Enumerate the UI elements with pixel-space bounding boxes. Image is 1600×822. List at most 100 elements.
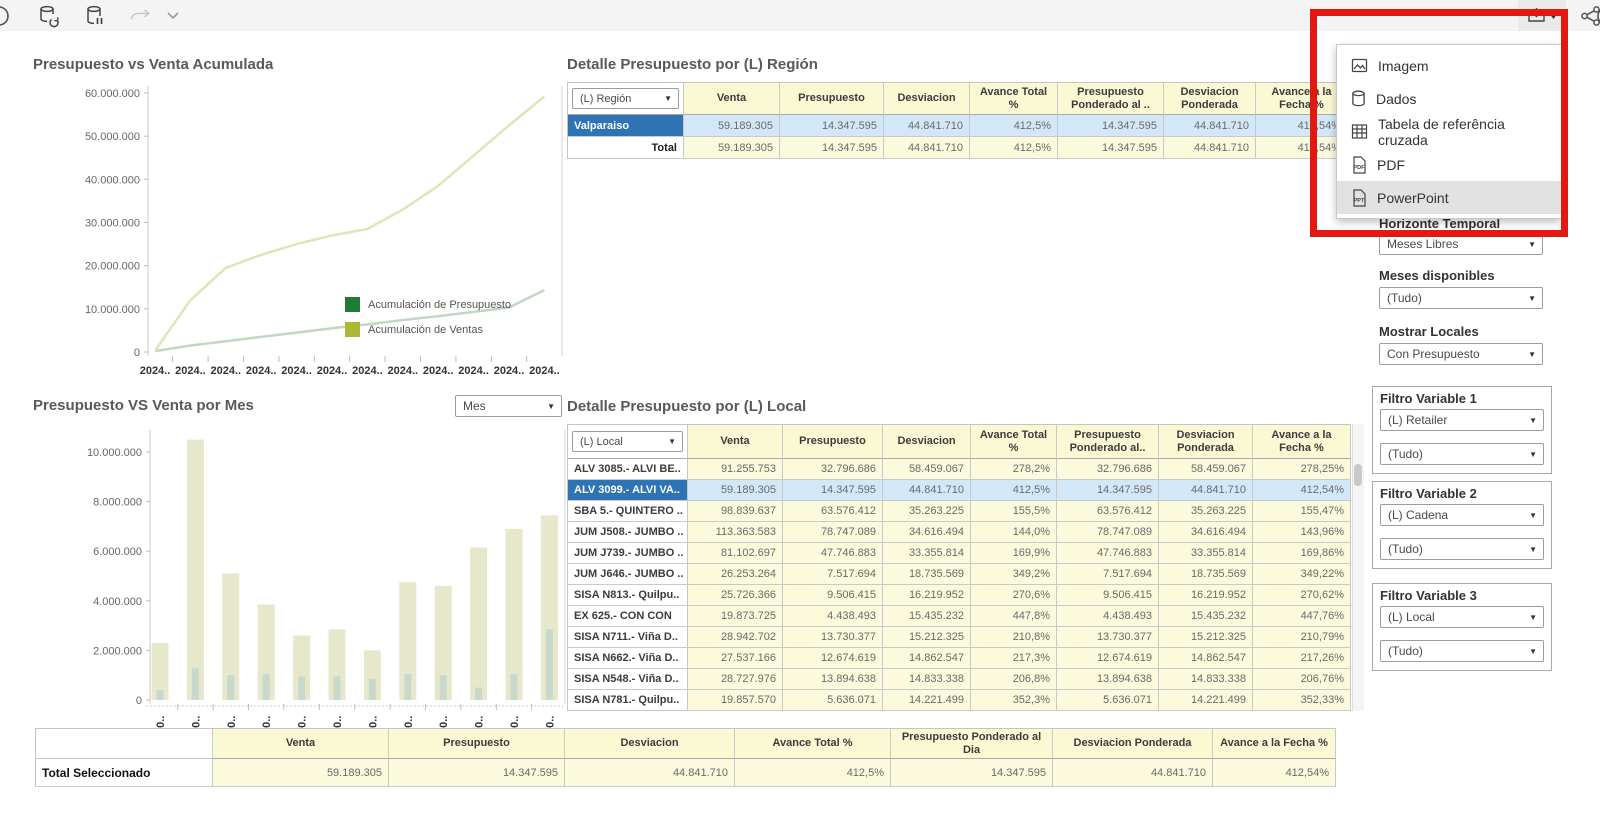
export-download-icon	[1527, 8, 1545, 22]
filter-value-select[interactable]: (Tudo) ▼	[1380, 443, 1544, 465]
value-cell: 33.355.814	[1159, 543, 1253, 564]
row-label: JUM J739.- JUMBO ..	[568, 543, 688, 564]
filter-variable-label: Filtro Variable 1	[1380, 391, 1477, 406]
y-tick-label: 30.000.000	[85, 218, 140, 230]
value-cell: 58.459.067	[1159, 459, 1253, 480]
value-cell: 15.212.325	[1159, 627, 1253, 648]
chevron-down-icon: ▼	[1529, 415, 1537, 425]
bar-presupuesto	[156, 690, 164, 700]
table-row[interactable]: ALV 3099.- ALVI VA.. 59.189.305 14.347.595…	[568, 480, 1351, 501]
value-cell: 18.735.569	[1159, 564, 1253, 585]
local-table-dimension-select[interactable]: (L) Local ▼	[572, 431, 683, 452]
clock-icon[interactable]	[1594, 3, 1600, 29]
table-row[interactable]: SBA 5.- QUINTERO .. 98.839.637 63.576.412 3…	[568, 501, 1351, 522]
value-cell: 63.576.412	[783, 501, 883, 522]
local-table-scrollbar[interactable]	[1352, 424, 1364, 711]
bar-chart-dimension-select[interactable]: Mes ▼	[455, 395, 562, 417]
value-cell: 27.537.166	[688, 648, 783, 669]
redo-icon[interactable]	[128, 3, 154, 29]
export-menu-item-tabela-de-refer-ncia-cruzada[interactable]: Tabela de referência cruzada	[1337, 115, 1561, 148]
database-status-icon[interactable]	[82, 3, 108, 29]
refresh-icon[interactable]	[0, 3, 12, 29]
mostrar-locales-select[interactable]: Con Presupuesto ▼	[1379, 343, 1543, 365]
filter-value-value: (Tudo)	[1388, 447, 1423, 461]
table-row[interactable]: SISA N548.- Viña D.. 28.727.976 13.894.638…	[568, 669, 1351, 690]
column-header: Desviacion	[884, 83, 970, 115]
value-cell: 278,25%	[1253, 459, 1351, 480]
value-cell: 7.517.694	[783, 564, 883, 585]
table-row[interactable]: Total Seleccionado 59.189.305 14.347.595 44…	[36, 759, 1336, 787]
table-row[interactable]: JUM J508.- JUMBO .. 113.363.583 78.747.089…	[568, 522, 1351, 543]
row-label: SISA N781.- Quilpu..	[568, 690, 688, 711]
horizonte-temporal-value: Meses Libres	[1387, 237, 1459, 251]
value-cell: 4.438.493	[1057, 606, 1159, 627]
region-table-dimension-cell: (L) Región ▼	[568, 83, 684, 115]
region-table-dimension-select[interactable]: (L) Región ▼	[572, 88, 679, 109]
chevron-down-icon: ▼	[1528, 293, 1536, 303]
column-header: Presupuesto	[780, 83, 884, 115]
export-menu-item-imagem[interactable]: Imagem	[1337, 49, 1561, 82]
legend-label-ventas: Acumulación de Ventas	[368, 323, 483, 336]
table-row[interactable]: JUM J646.- JUMBO .. 26.253.264 7.517.694 18…	[568, 564, 1351, 585]
value-cell: 47.746.883	[783, 543, 883, 564]
value-cell: 206,76%	[1253, 669, 1351, 690]
export-menu: Imagem Dados Tabela de referência cruzada P…	[1336, 44, 1562, 219]
region-table-dimension-value: (L) Región	[580, 92, 632, 105]
y-tick-label: 6.000.000	[93, 546, 142, 558]
table-row[interactable]: Valparaiso 59.189.305 14.347.595 44.841.710…	[568, 115, 1348, 137]
table-row[interactable]: SISA N781.- Quilpu.. 19.857.570 5.636.071 1…	[568, 690, 1351, 711]
meses-disponibles-select[interactable]: (Tudo) ▼	[1379, 287, 1543, 309]
table-row[interactable]: ALV 3085.- ALVI BE.. 91.255.753 32.796.686…	[568, 459, 1351, 480]
row-label: SISA N548.- Viña D..	[568, 669, 688, 690]
filter-dimension-value: (L) Cadena	[1388, 508, 1449, 522]
crosstab-icon	[1351, 123, 1368, 140]
export-menu-item-pdf[interactable]: PDF PDF	[1337, 148, 1561, 181]
chevron-down-icon: ▼	[664, 94, 672, 103]
filter-value-select[interactable]: (Tudo) ▼	[1380, 538, 1544, 560]
table-row[interactable]: EX 625.- CON CON 19.873.725 4.438.493 15.43…	[568, 606, 1351, 627]
export-menu-item-dados[interactable]: Dados	[1337, 82, 1561, 115]
value-cell: 144,0%	[971, 522, 1057, 543]
bar-presupuesto	[475, 687, 483, 700]
filter-value-select[interactable]: (Tudo) ▼	[1380, 640, 1544, 662]
column-header: Presupuesto	[389, 729, 565, 759]
export-button[interactable]	[1518, 0, 1566, 31]
export-menu-item-powerpoint[interactable]: PPT PowerPoint	[1337, 181, 1561, 214]
export-menu-item-label: Imagem	[1378, 57, 1429, 74]
table-row[interactable]: Total 59.189.305 14.347.595 44.841.710 412,5…	[568, 137, 1348, 159]
region-table-title: Detalle Presupuesto por (L) Región	[567, 56, 818, 73]
filter-dimension-select[interactable]: (L) Local ▼	[1380, 606, 1544, 628]
filter-dimension-select[interactable]: (L) Retailer ▼	[1380, 409, 1544, 431]
table-row[interactable]: JUM J739.- JUMBO .. 81.102.697 47.746.883 3…	[568, 543, 1351, 564]
value-cell: 169,86%	[1253, 543, 1351, 564]
value-cell: 44.841.710	[1164, 115, 1256, 137]
horizonte-temporal-select[interactable]: Meses Libres ▼	[1379, 233, 1543, 255]
summary-table-header-row: Venta Presupuesto Desviacion Avance Total %…	[36, 729, 1336, 759]
filter-dimension-select[interactable]: (L) Cadena ▼	[1380, 504, 1544, 526]
column-header: Desviacion	[565, 729, 735, 759]
legend-item-ventas: Acumulación de Ventas	[345, 322, 483, 337]
value-cell: 35.263.225	[883, 501, 971, 522]
value-cell: 206,8%	[971, 669, 1057, 690]
table-row[interactable]: SISA N662.- Viña D.. 27.537.166 12.674.619…	[568, 648, 1351, 669]
value-cell: 44.841.710	[565, 759, 735, 787]
image-icon	[1351, 57, 1368, 74]
value-cell: 14.862.547	[1159, 648, 1253, 669]
database-refresh-icon[interactable]	[36, 3, 62, 29]
column-header: Desviacion Ponderada	[1164, 83, 1256, 115]
column-header: Avance Total %	[735, 729, 891, 759]
share-icon[interactable]	[1578, 3, 1600, 29]
y-tick-label: 60.000.000	[85, 88, 140, 100]
value-cell: 59.189.305	[213, 759, 389, 787]
export-menu-item-label: Dados	[1376, 90, 1417, 107]
filter-variable-label: Filtro Variable 3	[1380, 588, 1477, 603]
value-cell: 14.347.595	[1058, 115, 1164, 137]
redo-caret-icon[interactable]	[160, 3, 186, 29]
row-label: ALV 3085.- ALVI BE..	[568, 459, 688, 480]
value-cell: 91.255.753	[688, 459, 783, 480]
legend-swatch-presupuesto	[345, 297, 360, 312]
scrollbar-thumb[interactable]	[1354, 464, 1362, 486]
column-header: Presupuesto Ponderado al Dia	[891, 729, 1053, 759]
table-row[interactable]: SISA N813.- Quilpu.. 25.726.366 9.506.415 1…	[568, 585, 1351, 606]
table-row[interactable]: SISA N711.- Viña D.. 28.942.702 13.730.377…	[568, 627, 1351, 648]
